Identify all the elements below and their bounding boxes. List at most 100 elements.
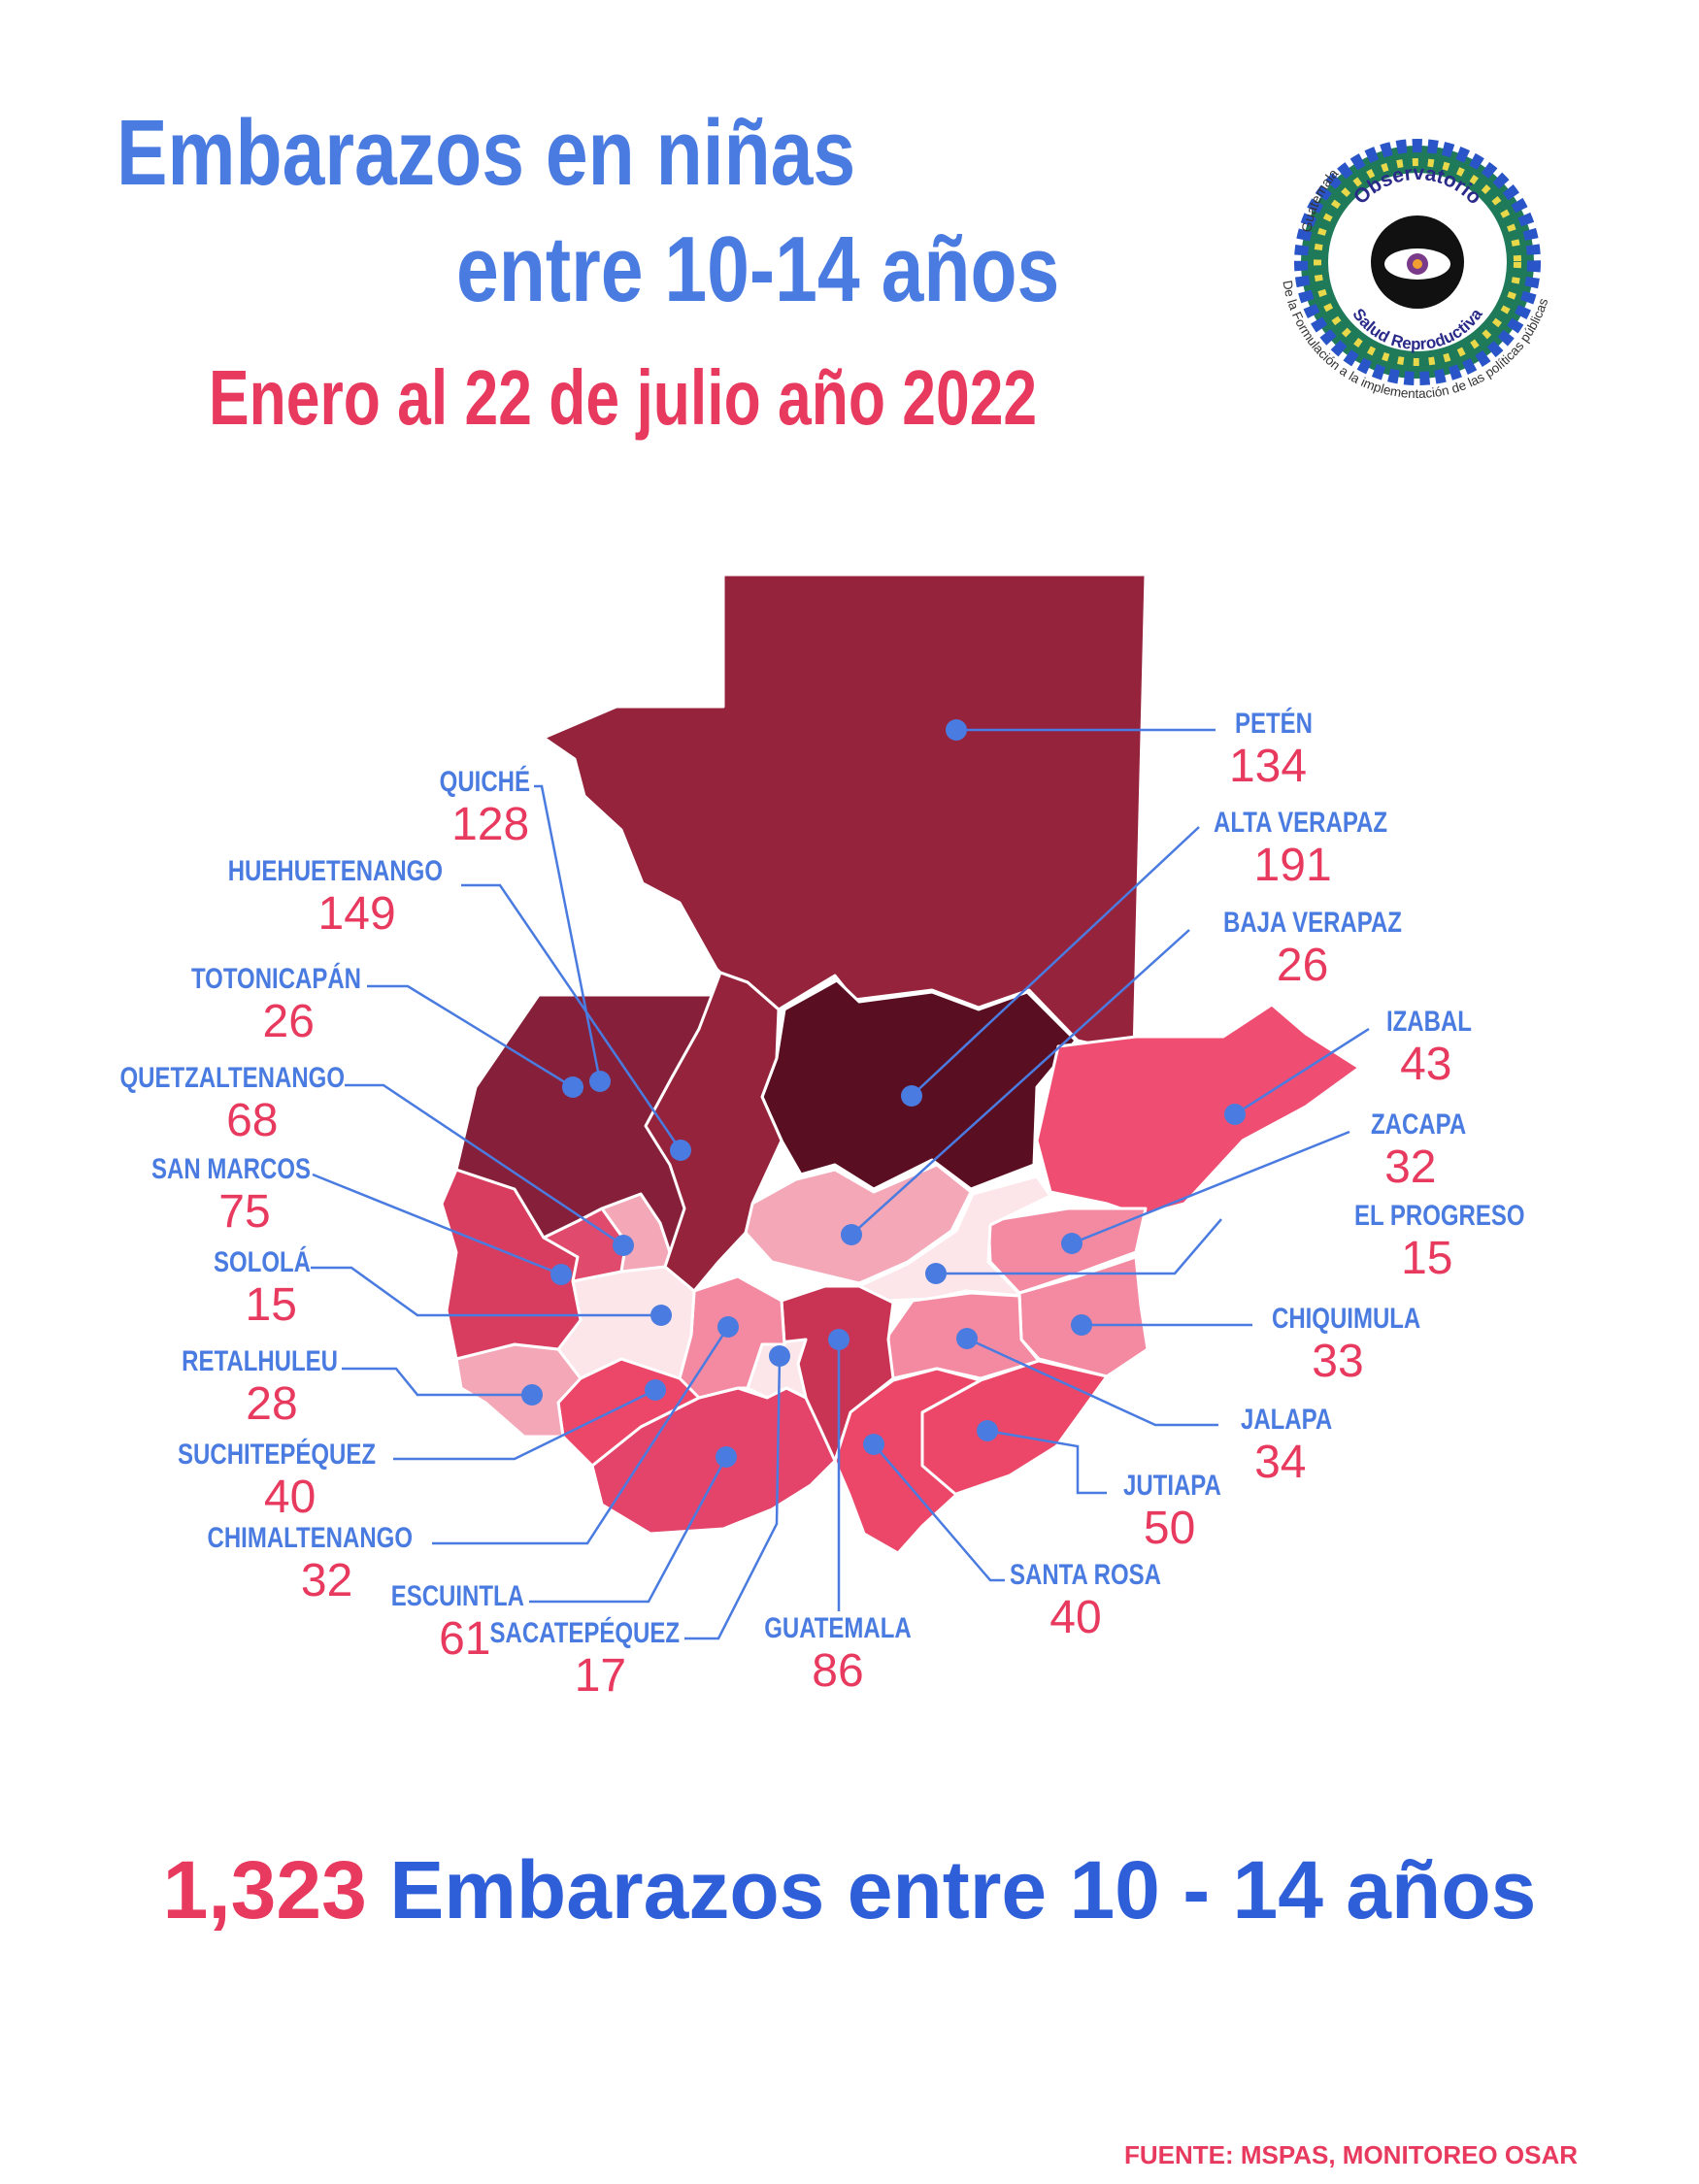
value-jalapa: 34 xyxy=(1254,1437,1306,1488)
marker-santa-rosa xyxy=(863,1434,884,1455)
region-baja-verapaz xyxy=(744,1163,973,1285)
leader-line-izabal xyxy=(1234,1027,1370,1116)
marker-quiche xyxy=(589,1071,611,1092)
label-escuintla: ESCUINTLA xyxy=(391,1578,524,1611)
region-peten xyxy=(542,573,1148,1055)
marker-baja-verapaz xyxy=(841,1224,862,1245)
value-solola: 15 xyxy=(246,1279,297,1331)
leader-line-sacatepequez xyxy=(684,1355,782,1640)
label-baja-verapaz: BAJA VERAPAZ xyxy=(1223,905,1402,938)
label-san-marcos: SAN MARCOS xyxy=(151,1151,311,1184)
leader-line-el-progreso xyxy=(936,1218,1222,1275)
leader-line-totonicapan xyxy=(367,984,574,1089)
total-number: 1,323 xyxy=(162,1844,367,1936)
observatorio-logo: Observatorio Salud Reproductiva Guatemal… xyxy=(1280,139,1550,401)
marker-guatemala xyxy=(828,1329,850,1350)
source-note: FUENTE: MSPAS, MONITOREO OSAR xyxy=(1123,2140,1578,2169)
value-guatemala: 86 xyxy=(812,1645,863,1697)
marker-zacapa xyxy=(1061,1233,1083,1254)
leader-line-jalapa xyxy=(966,1337,1218,1427)
label-santa-rosa: SANTA ROSA xyxy=(1010,1557,1161,1590)
leader-line-chimaltenango xyxy=(432,1326,730,1545)
region-alta-verapaz xyxy=(760,978,1078,1191)
label-izabal: IZABAL xyxy=(1386,1004,1472,1037)
value-chiquimula: 33 xyxy=(1312,1336,1363,1387)
leader-line-huehuetenango xyxy=(461,883,683,1151)
marker-peten xyxy=(946,719,967,741)
value-totonicapan: 26 xyxy=(263,996,315,1047)
page-title-line1: Embarazos en niñas xyxy=(117,101,856,205)
leader-line-quetzaltenango xyxy=(345,1083,624,1247)
value-retalhuleu: 28 xyxy=(246,1378,297,1430)
marker-totonicapan xyxy=(562,1076,583,1098)
marker-retalhuleu xyxy=(521,1384,543,1406)
value-escuintla: 61 xyxy=(439,1613,490,1665)
value-izabal: 43 xyxy=(1400,1039,1451,1090)
label-quiche: QUICHÉ xyxy=(440,764,530,797)
label-alta-verapaz: ALTA VERAPAZ xyxy=(1214,805,1387,838)
total-summary: 1,323 Embarazos entre 10 - 14 años xyxy=(0,1849,1699,1931)
marker-escuintla xyxy=(716,1446,737,1468)
page-title-line2: entre 10-14 años xyxy=(456,217,1060,321)
value-zacapa: 32 xyxy=(1384,1142,1436,1193)
label-solola: SOLOLÁ xyxy=(214,1244,311,1277)
label-huehuetenango: HUEHUETENANGO xyxy=(228,853,443,886)
value-el-progreso: 15 xyxy=(1401,1233,1452,1284)
date-range-subtitle: Enero al 22 de julio año 2022 xyxy=(209,354,1038,441)
leader-line-santa-rosa xyxy=(873,1443,1005,1582)
marker-huehuetenango xyxy=(670,1140,691,1161)
value-peten: 134 xyxy=(1229,741,1307,792)
leader-line-san-marcos xyxy=(312,1173,562,1276)
value-suchitepequez: 40 xyxy=(264,1472,316,1523)
marker-sacatepequez xyxy=(769,1345,790,1367)
label-jalapa: JALAPA xyxy=(1241,1402,1332,1435)
leader-line-quiche xyxy=(534,784,602,1082)
value-santa-rosa: 40 xyxy=(1049,1592,1101,1643)
label-quetzaltenango: QUETZALTENANGO xyxy=(120,1060,345,1093)
marker-san-marcos xyxy=(550,1264,572,1285)
label-sacatepequez: SACATEPÉQUEZ xyxy=(489,1615,680,1648)
label-retalhuleu: RETALHULEU xyxy=(182,1343,338,1376)
label-zacapa: ZACAPA xyxy=(1371,1107,1466,1140)
region-quiche xyxy=(644,971,783,1293)
leader-line-jutiapa xyxy=(986,1429,1107,1495)
value-quiche: 128 xyxy=(451,799,529,850)
marker-jalapa xyxy=(956,1328,978,1349)
total-label: Embarazos entre 10 - 14 años xyxy=(389,1844,1537,1936)
value-baja-verapaz: 26 xyxy=(1277,940,1328,991)
label-totonicapan: TOTONICAPÁN xyxy=(191,961,361,994)
label-guatemala: GUATEMALA xyxy=(764,1610,911,1643)
region-santa-rosa xyxy=(833,1367,983,1555)
marker-solola xyxy=(650,1305,672,1326)
value-san-marcos: 75 xyxy=(218,1186,270,1238)
marker-chiquimula xyxy=(1071,1314,1092,1336)
label-peten: PETÉN xyxy=(1235,706,1313,739)
region-escuintla xyxy=(590,1386,837,1536)
marker-chimaltenango xyxy=(717,1316,739,1338)
label-chiquimula: CHIQUIMULA xyxy=(1272,1301,1420,1334)
leader-line-zacapa xyxy=(1071,1130,1350,1245)
leader-line-baja-verapaz xyxy=(850,929,1190,1236)
leader-line-retalhuleu xyxy=(342,1367,532,1397)
value-huehuetenango: 149 xyxy=(318,888,396,940)
label-el-progreso: EL PROGRESO xyxy=(1354,1198,1525,1231)
value-sacatepequez: 17 xyxy=(575,1650,626,1702)
logo-pattern-ring-inner xyxy=(1314,158,1521,366)
label-suchitepequez: SUCHITEPÉQUEZ xyxy=(178,1437,376,1470)
marker-alta-verapaz xyxy=(901,1085,922,1107)
value-jutiapa: 50 xyxy=(1144,1503,1195,1554)
marker-jutiapa xyxy=(977,1420,998,1441)
marker-el-progreso xyxy=(925,1263,947,1284)
leader-line-suchitepequez xyxy=(393,1388,656,1461)
marker-izabal xyxy=(1224,1104,1246,1125)
marker-quetzaltenango xyxy=(613,1235,634,1256)
label-chimaltenango: CHIMALTENANGO xyxy=(208,1520,413,1553)
value-quetzaltenango: 68 xyxy=(226,1095,278,1146)
leader-lines xyxy=(311,719,1370,1640)
department-regions xyxy=(440,573,1361,1555)
value-alta-verapaz: 191 xyxy=(1254,840,1332,891)
eye-pupil xyxy=(1413,259,1422,269)
marker-suchitepequez xyxy=(645,1379,666,1401)
